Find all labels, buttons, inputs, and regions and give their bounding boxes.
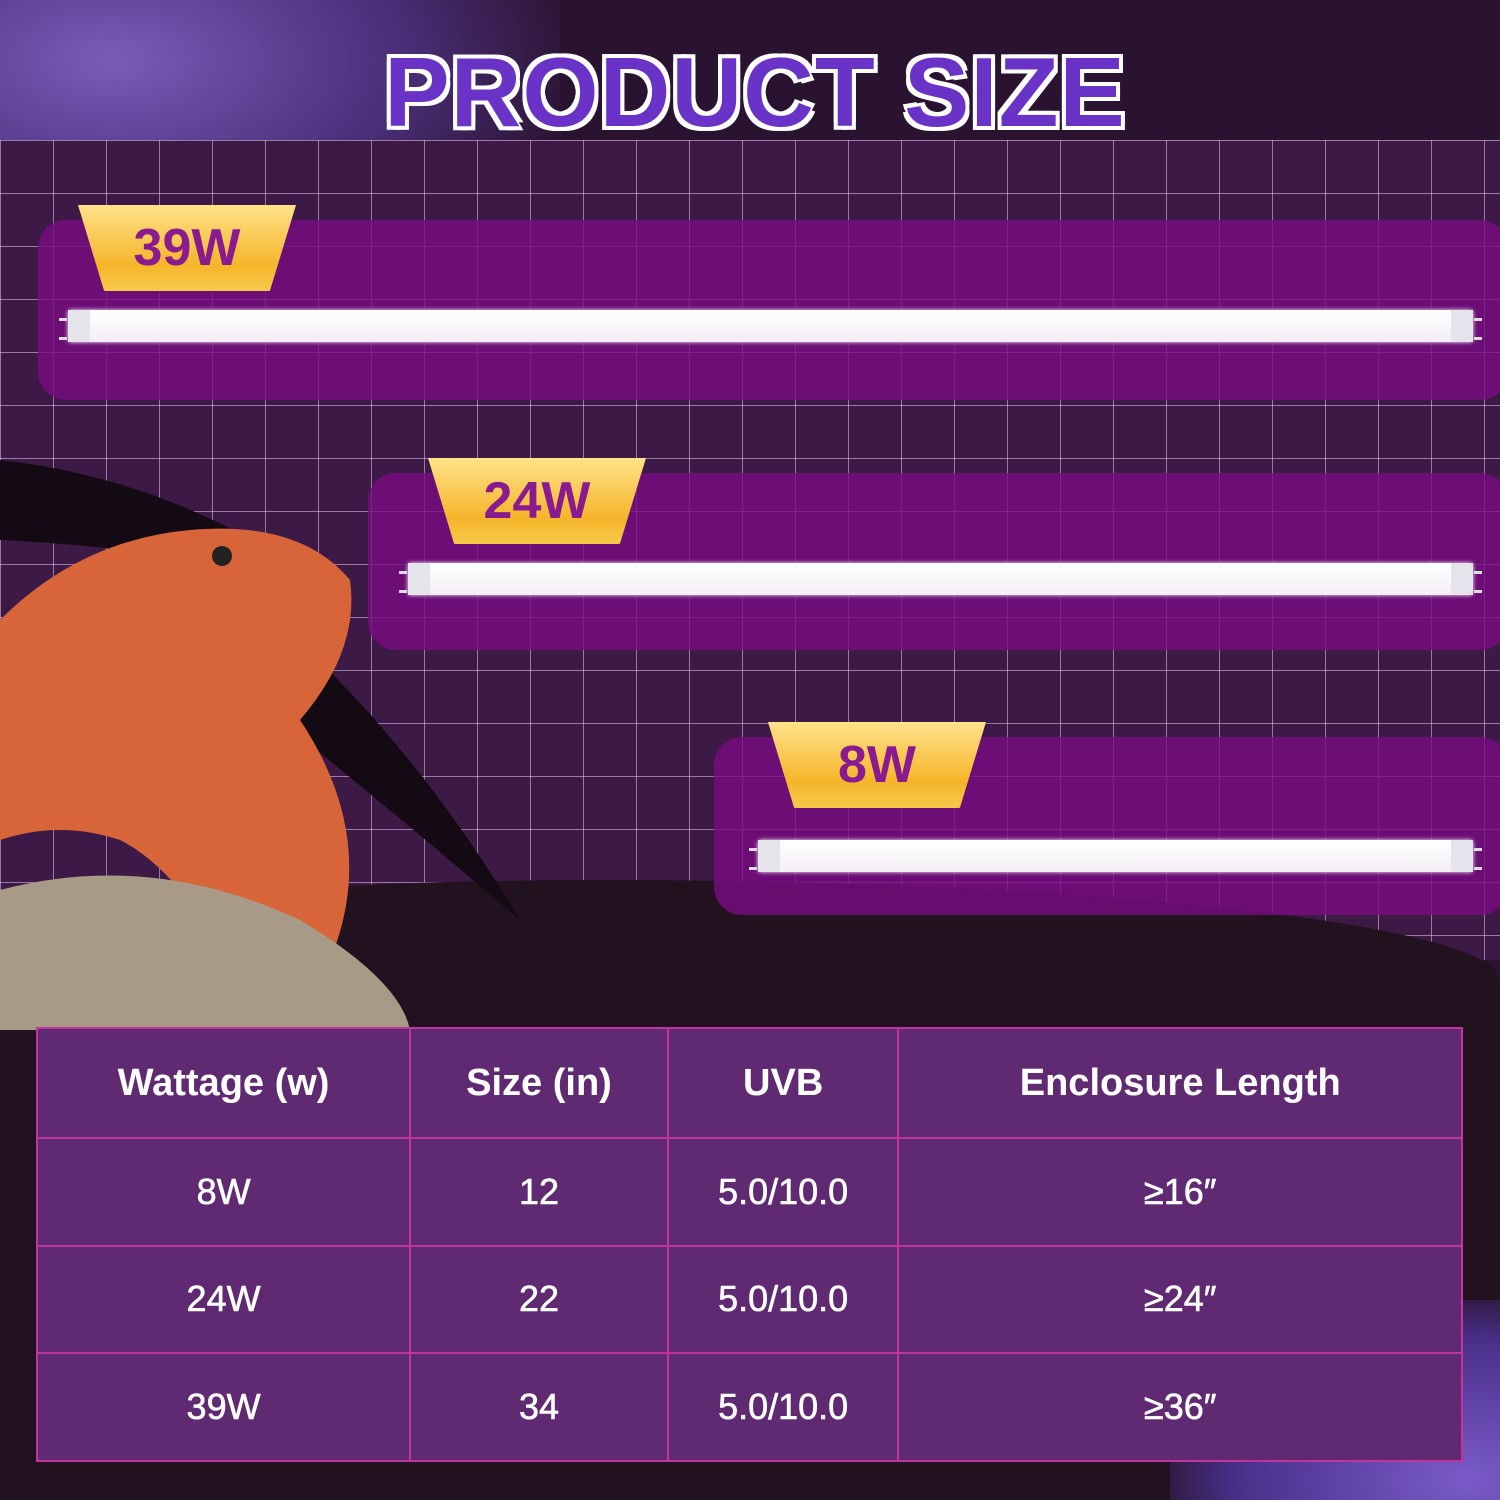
uvb-tube-39w (59, 310, 1482, 342)
page-title: PRODUCT SIZE (383, 36, 1127, 149)
header-uvb: UVB (666, 1027, 900, 1139)
cell-uvb: 5.0/10.0 (666, 1352, 900, 1462)
table-row: 39W 34 5.0/10.0 ≥36″ (35, 1352, 1463, 1462)
uvb-tube-24w (399, 563, 1482, 595)
header-enclosure-length: Enclosure Length (897, 1027, 1463, 1139)
cell-enclosure: ≥24″ (897, 1244, 1463, 1355)
cell-size: 34 (409, 1352, 669, 1462)
cell-wattage: 39W (35, 1352, 412, 1462)
bearded-dragon-image (0, 460, 520, 1030)
cell-size: 12 (409, 1137, 669, 1247)
header-wattage: Wattage (w) (35, 1027, 412, 1139)
lamp-badge-39w: 39W (78, 205, 296, 291)
cell-uvb: 5.0/10.0 (666, 1244, 900, 1355)
table-header-row: Wattage (w) Size (in) UVB Enclosure Leng… (35, 1027, 1463, 1139)
header-size: Size (in) (409, 1027, 669, 1139)
lamp-badge-24w: 24W (428, 458, 646, 544)
cell-wattage: 24W (35, 1244, 412, 1355)
specs-table: Wattage (w) Size (in) UVB Enclosure Leng… (35, 1027, 1463, 1462)
cell-wattage: 8W (35, 1137, 412, 1247)
table-row: 24W 22 5.0/10.0 ≥24″ (35, 1244, 1463, 1355)
table-row: 8W 12 5.0/10.0 ≥16″ (35, 1137, 1463, 1247)
cell-uvb: 5.0/10.0 (666, 1137, 900, 1247)
cell-enclosure: ≥36″ (897, 1352, 1463, 1462)
lamp-badge-8w: 8W (768, 722, 986, 808)
cell-size: 22 (409, 1244, 669, 1355)
uvb-tube-8w (749, 840, 1482, 872)
cell-enclosure: ≥16″ (897, 1137, 1463, 1247)
